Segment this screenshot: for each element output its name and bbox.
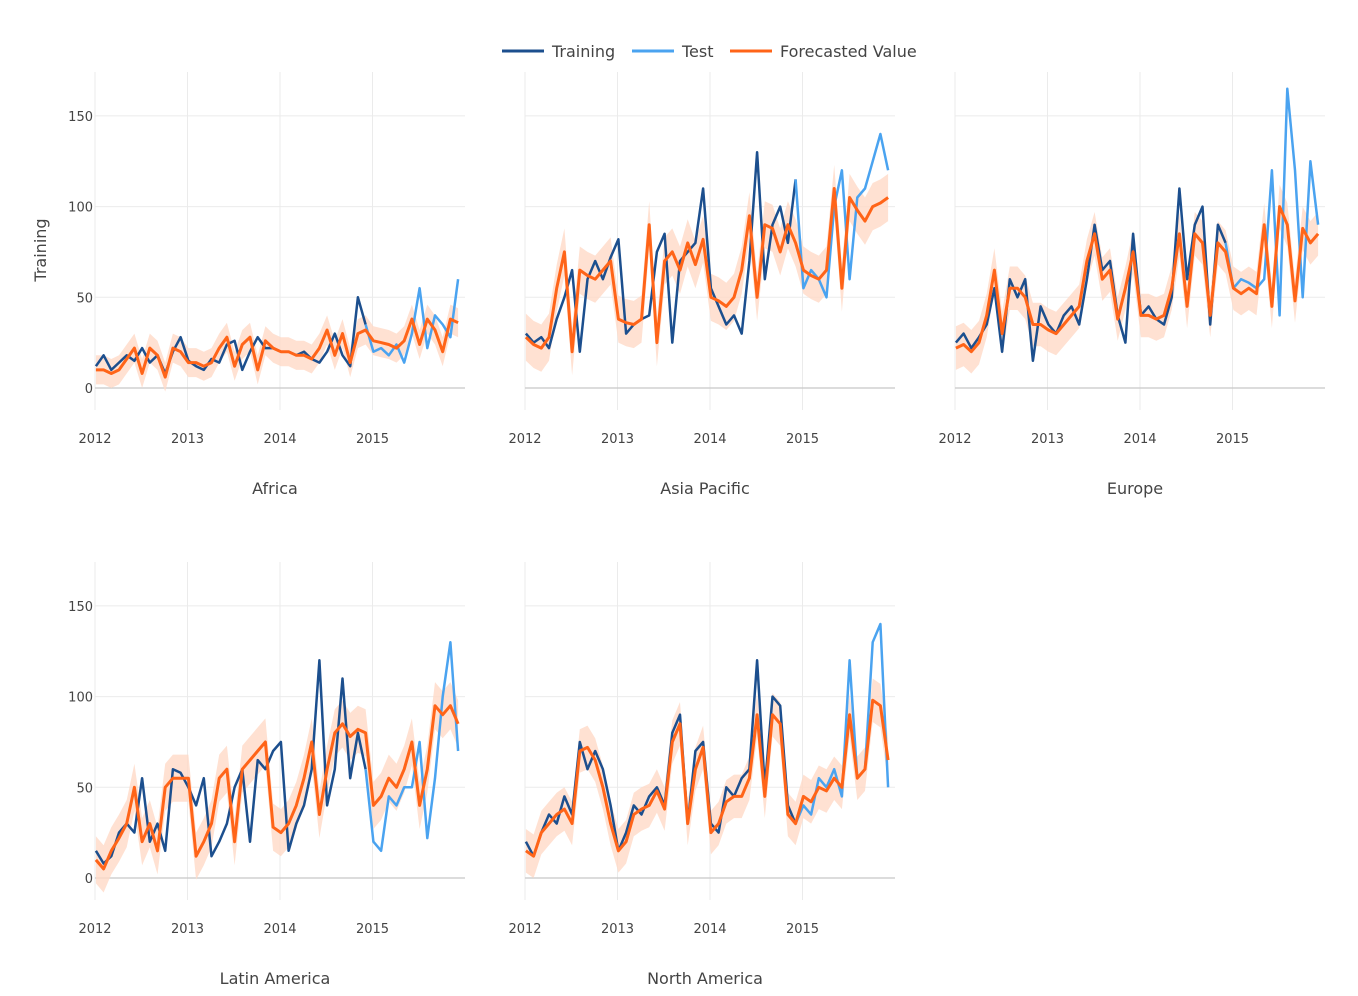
legend-item-forecast[interactable]: Forecasted Value	[730, 42, 917, 61]
legend-item-training[interactable]: Training	[502, 42, 615, 61]
x-tick-label: 2013	[1031, 432, 1064, 447]
x-tick-label: 2015	[786, 922, 819, 937]
x-tick-label: 2012	[508, 432, 541, 447]
panel-title: Africa	[252, 479, 298, 498]
y-tick-label: 150	[68, 600, 93, 615]
test-series-line	[794, 132, 890, 299]
panel-title: North America	[647, 969, 763, 988]
y-tick-label: 50	[76, 291, 93, 306]
x-tick-label: 2015	[1216, 432, 1249, 447]
test-series-line	[364, 640, 460, 853]
forecast-series-line	[525, 698, 890, 858]
forecast-interval-band	[95, 304, 459, 392]
x-tick-label: 2014	[263, 432, 296, 447]
x-tick-label: 2012	[78, 432, 111, 447]
panel-europe: 2012 2013 2014 2015 Europe	[938, 72, 1325, 498]
x-tick-label: 2012	[508, 922, 541, 937]
y-axis-title: Training	[31, 218, 50, 282]
x-tick-label: 2014	[1123, 432, 1156, 447]
panel-title: Latin America	[220, 969, 331, 988]
x-tick-label: 2014	[693, 922, 726, 937]
x-tick-label: 2013	[171, 432, 204, 447]
panel-title: Asia Pacific	[660, 479, 749, 498]
test-series-line	[364, 279, 460, 364]
forecast-series-line	[524, 187, 889, 354]
x-tick-label: 2015	[786, 432, 819, 447]
y-tick-label: 100	[68, 691, 93, 706]
y-tick-label: 100	[68, 201, 93, 216]
panel-asia-pacific: 2012 2013 2014 2015 Asia Pacific	[508, 72, 895, 498]
training-series-line	[94, 296, 367, 375]
x-tick-label: 2013	[601, 432, 634, 447]
forecast-series-line	[955, 205, 1320, 354]
forecast-series-line	[95, 317, 459, 379]
test-series-line	[794, 622, 890, 825]
legend-item-test[interactable]: Test	[632, 42, 714, 61]
panel-africa: 2012 2013 2014 2015 0 50 100 150 Africa	[68, 72, 465, 498]
x-tick-label: 2015	[356, 432, 389, 447]
x-tick-label: 2013	[171, 922, 204, 937]
panel-latin-america: 2012 2013 2014 2015 0 50 100 150 Latin America	[68, 562, 465, 988]
x-tick-label: 2012	[938, 432, 971, 447]
test-series-line	[1224, 87, 1320, 317]
x-tick-label: 2013	[601, 922, 634, 937]
y-tick-label: 50	[76, 781, 93, 796]
legend-label: Forecasted Value	[780, 42, 917, 61]
forecast-series-line	[94, 704, 460, 871]
x-tick-label: 2014	[263, 922, 296, 937]
forecast-interval-band	[95, 682, 459, 893]
y-tick-label: 0	[85, 872, 93, 887]
training-series-line	[94, 659, 367, 865]
panel-title: Europe	[1107, 479, 1163, 498]
panel-north-america: 2012 2013 2014 2015 North America	[508, 562, 895, 988]
legend-label: Test	[681, 42, 714, 61]
y-tick-label: 150	[68, 110, 93, 125]
y-tick-label: 0	[85, 382, 93, 397]
x-tick-label: 2012	[78, 922, 111, 937]
x-tick-label: 2015	[356, 922, 389, 937]
legend-label: Training	[551, 42, 615, 61]
x-tick-label: 2014	[693, 432, 726, 447]
legend: Training Test Forecasted Value	[502, 42, 917, 61]
